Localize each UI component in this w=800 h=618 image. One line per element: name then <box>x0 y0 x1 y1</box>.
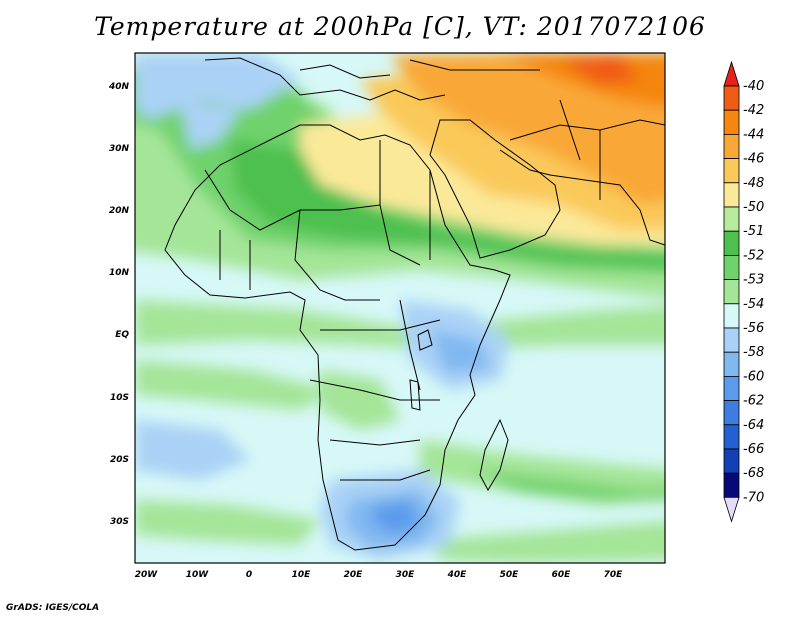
colorbar-label: -50 <box>743 200 764 215</box>
colorbar-swatch <box>723 279 740 305</box>
colorbar-label: -42 <box>743 103 764 118</box>
colorbar-swatch <box>723 375 740 401</box>
map-frame <box>134 52 666 564</box>
colorbar-swatch <box>723 303 740 329</box>
lon-tick: 70E <box>604 570 624 580</box>
colorbar-label: -52 <box>743 248 764 263</box>
colorbar-label: -56 <box>743 321 764 336</box>
lon-tick: 60E <box>552 570 572 580</box>
lat-tick: 10N <box>109 268 130 278</box>
colorbar-swatch <box>723 254 740 280</box>
map-title: Temperature at 200hPa [C], VT: 201707210… <box>94 12 706 41</box>
lon-tick: 20W <box>135 570 159 580</box>
colorbar-label: -70 <box>743 490 764 505</box>
lon-tick: 20E <box>344 570 364 580</box>
colorbar-swatch <box>723 424 740 450</box>
lat-tick: 30S <box>110 517 129 527</box>
colorbar-swatch <box>723 85 740 111</box>
colorbar-label: -53 <box>743 273 764 288</box>
lon-tick: 40E <box>447 570 468 580</box>
colorbar-swatch <box>723 351 740 377</box>
lon-tick: 10E <box>292 570 312 580</box>
lat-tick: 10S <box>110 393 129 403</box>
colorbar-label: -44 <box>743 127 764 142</box>
colorbar-label: -58 <box>743 345 764 360</box>
colorbar-label: -51 <box>743 224 764 239</box>
colorbar-swatch <box>723 230 740 256</box>
temperature-field <box>135 53 665 563</box>
colorbar-swatch <box>723 206 740 232</box>
colorbar-swatch <box>723 182 740 208</box>
colorbar-swatch <box>723 472 740 498</box>
colorbar-label: -46 <box>743 152 764 167</box>
colorbar-swatch <box>723 109 740 135</box>
colorbar-label: -66 <box>743 442 764 457</box>
lat-tick: 30N <box>109 144 130 154</box>
colorbar-swatch <box>723 158 740 184</box>
colorbar-arrow-top <box>723 60 740 87</box>
colorbar-swatch <box>723 448 740 474</box>
credit-label: GrADS: IGES/COLA <box>6 603 100 613</box>
lat-tick: 40N <box>108 82 130 92</box>
lon-tick: 30E <box>396 570 416 580</box>
lat-tick: 20S <box>110 455 129 465</box>
colorbar-arrow-bottom <box>723 496 740 523</box>
colorbar-label: -48 <box>743 176 764 191</box>
colorbar-swatch <box>723 133 740 159</box>
lon-tick: 10W <box>186 570 210 580</box>
lon-tick: 50E <box>500 570 520 580</box>
colorbar-label: -40 <box>743 79 764 94</box>
lon-tick: 0 <box>246 570 252 580</box>
lat-tick: 20N <box>109 206 130 216</box>
colorbar-swatch <box>723 400 740 426</box>
colorbar-swatch <box>723 327 740 353</box>
colorbar-label: -60 <box>743 369 764 384</box>
colorbar-label: -64 <box>743 418 764 433</box>
colorbar-label: -68 <box>743 466 764 481</box>
colorbar: -40 -42 -44 -46 -48 -50 -51 -52 -53 -54 -56 -58 -60 -… <box>723 60 764 523</box>
lat-tick: EQ <box>115 330 129 340</box>
colorbar-label: -54 <box>743 297 764 312</box>
coastlines <box>164 57 665 551</box>
colorbar-label: -62 <box>743 394 764 409</box>
